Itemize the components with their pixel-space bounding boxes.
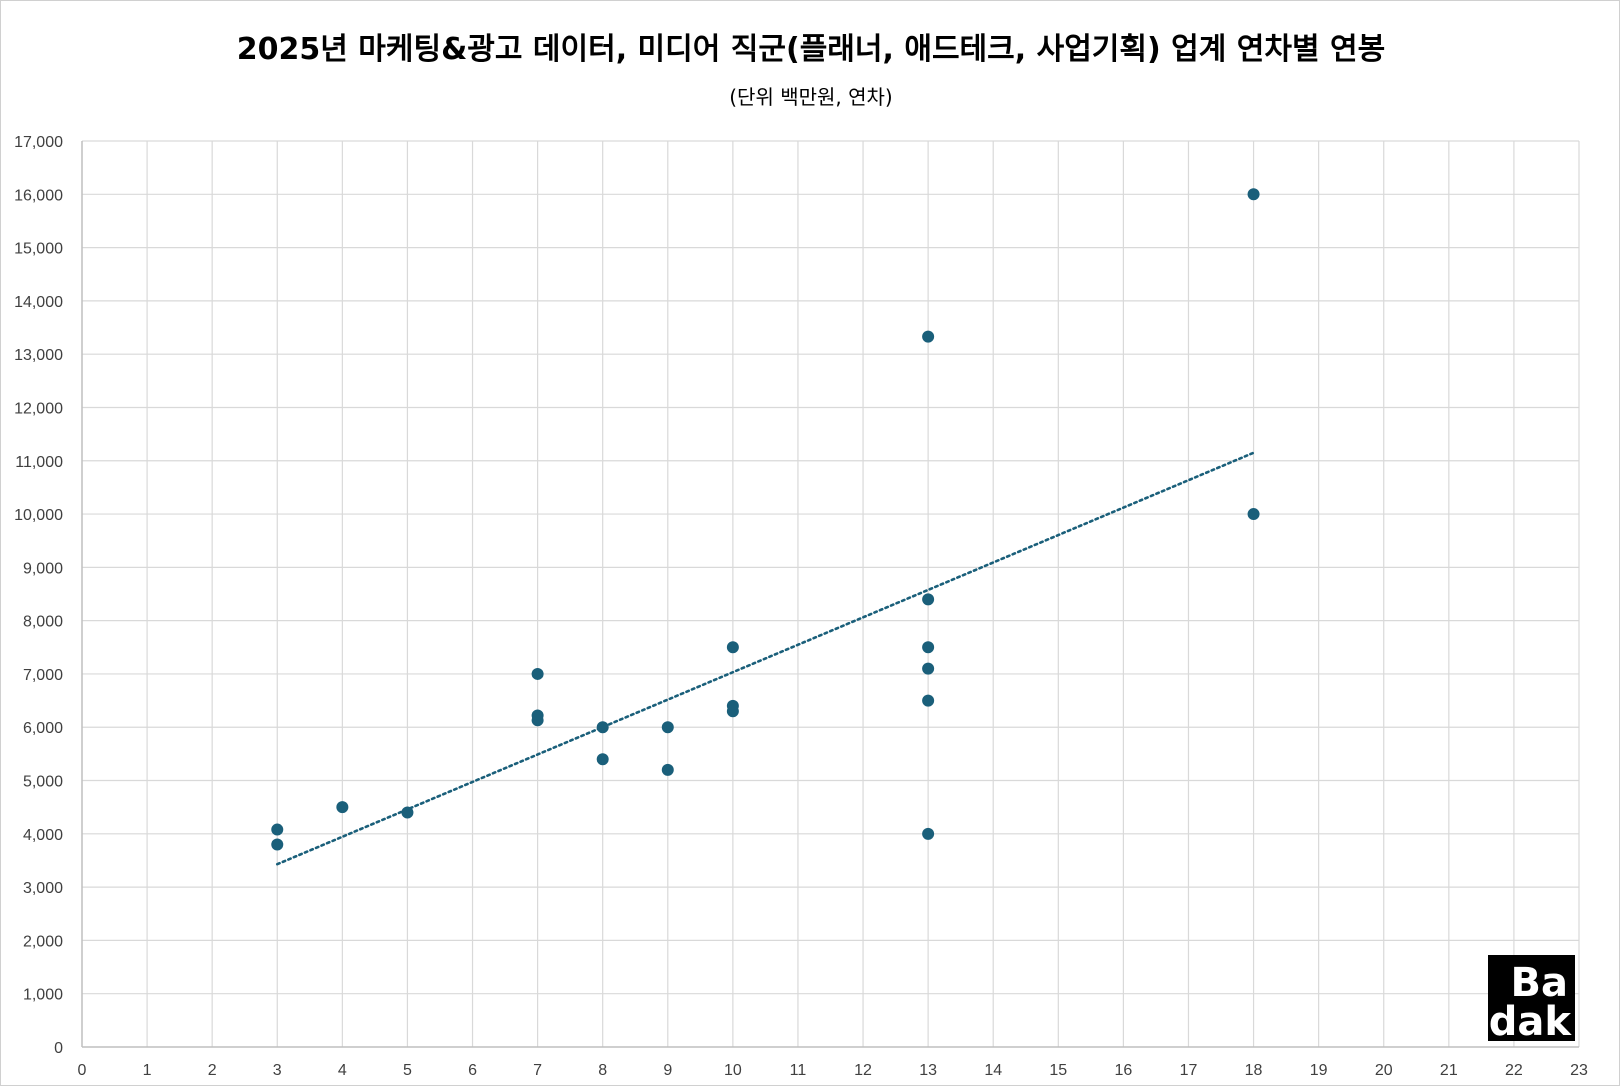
data-point (922, 662, 935, 675)
x-tick-label: 3 (273, 1062, 282, 1079)
x-tick-label: 5 (403, 1062, 412, 1079)
data-point (271, 823, 284, 836)
data-point (922, 593, 935, 606)
logo-background (1488, 955, 1575, 1041)
y-tick-label: 1,000 (23, 987, 63, 1004)
data-point (661, 763, 674, 776)
y-tick-label: 3,000 (23, 880, 63, 897)
y-tick-label: 2,000 (23, 933, 63, 950)
x-tick-label: 2 (208, 1062, 217, 1079)
x-tick-label: 7 (533, 1062, 542, 1079)
data-point (922, 641, 935, 654)
trendline (275, 451, 1255, 866)
y-tick-label: 4,000 (23, 827, 63, 844)
x-tick-label: 13 (919, 1062, 937, 1079)
data-point (1247, 508, 1260, 521)
x-tick-label: 10 (724, 1062, 742, 1079)
axis-layer (81, 141, 1579, 1048)
x-tick-label: 1 (143, 1062, 152, 1079)
data-point (271, 838, 284, 851)
y-tick-label: 11,000 (15, 454, 63, 471)
x-tick-label: 14 (984, 1062, 1002, 1079)
x-tick-label: 16 (1114, 1062, 1132, 1079)
data-point (336, 801, 349, 814)
y-tick-label: 9,000 (23, 560, 63, 577)
x-tick-label: 4 (338, 1062, 347, 1079)
x-tick-label: 12 (854, 1062, 872, 1079)
data-point (922, 330, 935, 343)
y-tick-label: 12,000 (14, 400, 63, 417)
x-tick-label: 18 (1245, 1062, 1263, 1079)
x-tick-label: 6 (468, 1062, 477, 1079)
chart-title: 2025년 마케팅&광고 데이터, 미디어 직군(플래너, 애드테크, 사업기획… (237, 32, 1385, 67)
x-tick-label: 0 (78, 1062, 87, 1079)
logo-text-line2: dak (1489, 999, 1573, 1045)
y-tick-label: 16,000 (14, 187, 63, 204)
x-tick-label: 9 (663, 1062, 672, 1079)
x-tick-label: 23 (1570, 1062, 1588, 1079)
y-tick-label: 14,000 (14, 294, 63, 311)
x-tick-label: 22 (1505, 1062, 1523, 1079)
x-tick-label: 8 (598, 1062, 607, 1079)
chart-subtitle: (단위 백만원, 연차) (729, 85, 892, 109)
y-tick-label: 17,000 (14, 134, 63, 151)
y-tick-label: 7,000 (23, 667, 63, 684)
data-point (726, 705, 739, 718)
data-point (596, 753, 609, 766)
x-tick-label: 20 (1375, 1062, 1393, 1079)
y-tick-label: 10,000 (14, 507, 63, 524)
grid-layer (82, 140, 1580, 1047)
trendline-layer (275, 451, 1255, 866)
y-tick-label: 13,000 (14, 347, 63, 364)
badak-logo: Ba dak (1488, 955, 1575, 1045)
data-point (401, 806, 414, 819)
y-tick-label: 8,000 (23, 614, 63, 631)
data-point (531, 714, 544, 727)
y-tick-label: 0 (54, 1040, 63, 1057)
x-tick-label: 15 (1049, 1062, 1067, 1079)
y-tick-label: 15,000 (14, 241, 63, 258)
y-tick-label: 5,000 (23, 774, 63, 791)
x-tick-label: 21 (1440, 1062, 1458, 1079)
y-tick-label: 6,000 (23, 720, 63, 737)
x-tick-label: 19 (1310, 1062, 1328, 1079)
x-tick-label: 17 (1180, 1062, 1198, 1079)
data-point (1247, 188, 1260, 201)
x-tick-label: 11 (790, 1062, 807, 1079)
data-point (726, 641, 739, 654)
data-point (922, 694, 935, 707)
tick-labels: 0 1,000 2,000 3,000 4,000 5,000 6,000 7,000 8,00… (14, 134, 1588, 1079)
data-points (271, 188, 1260, 851)
data-point (531, 667, 544, 680)
data-point (661, 721, 674, 734)
logo-text-line1: Ba (1511, 960, 1568, 1006)
data-point (596, 721, 609, 734)
data-point (922, 827, 935, 840)
